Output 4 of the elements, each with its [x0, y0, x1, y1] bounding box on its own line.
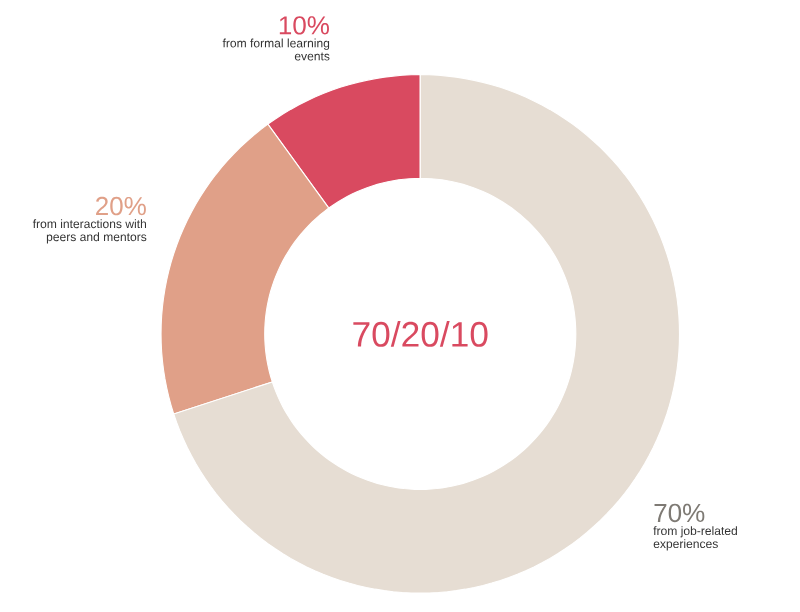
data-label: 70% [654, 503, 705, 523]
text: 70/20/10 [353, 321, 488, 347]
data-label: 10% [279, 16, 329, 35]
data-label: 20% [96, 196, 146, 216]
